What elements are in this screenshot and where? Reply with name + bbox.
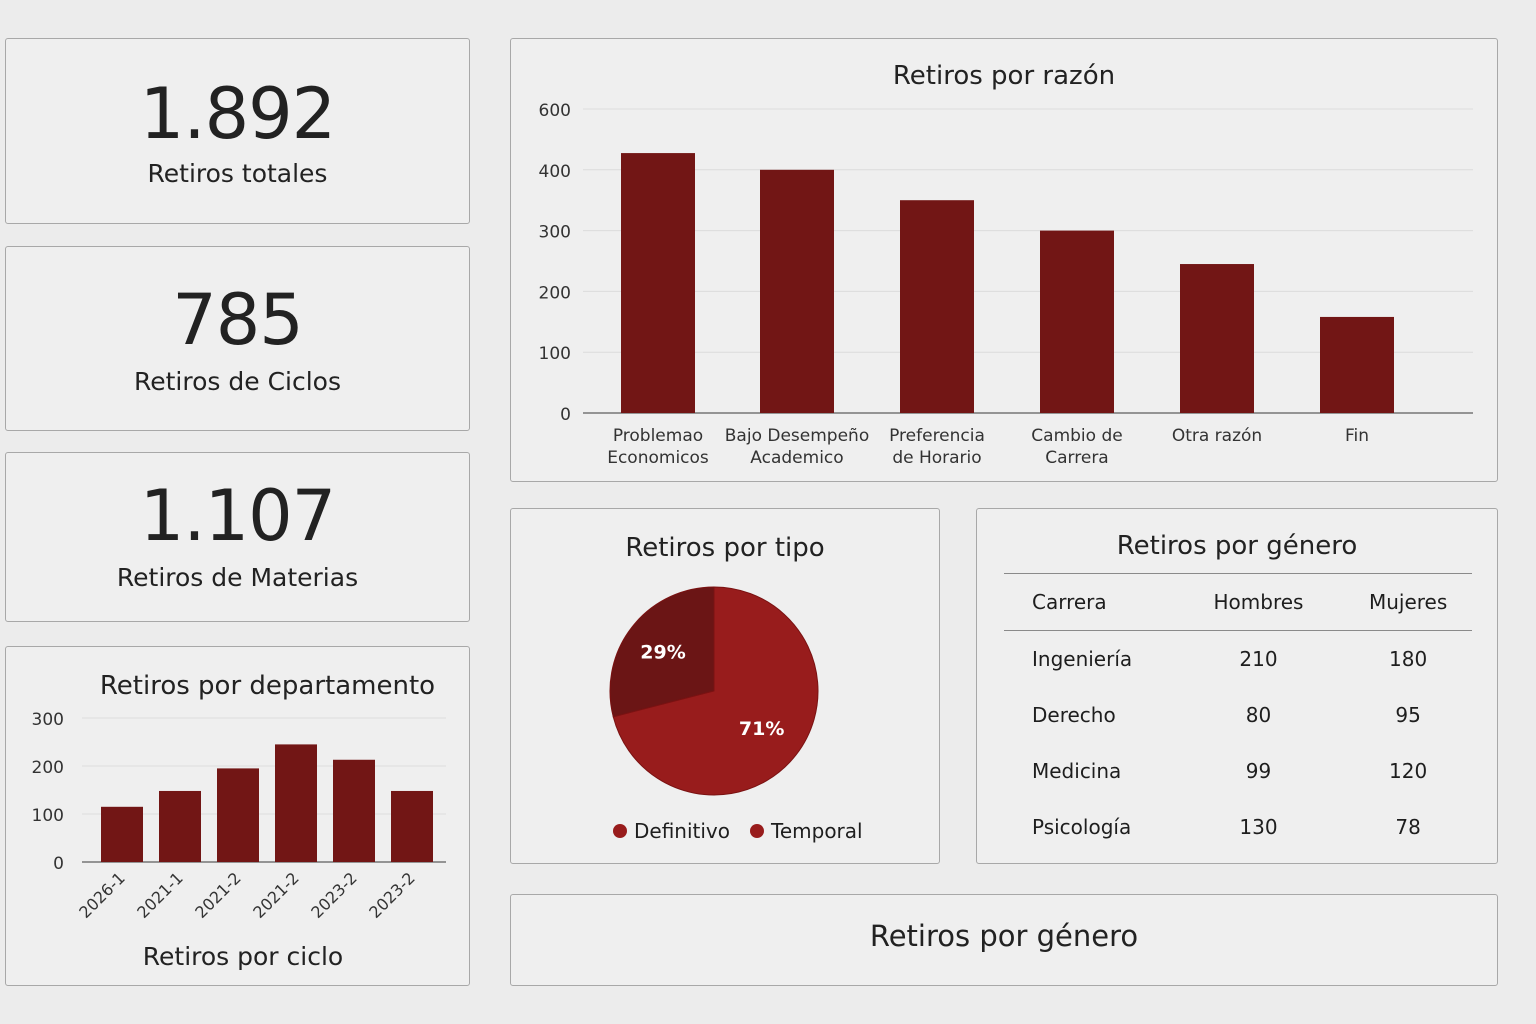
pie-chart-tipo: 29% 71% xyxy=(609,586,819,796)
table-cell: Ingeniería xyxy=(1032,647,1133,671)
bar xyxy=(217,768,259,862)
legend-item-temporal: Temporal xyxy=(750,819,863,843)
y-tick-label: 200 xyxy=(539,283,571,303)
x-axis-label: Retiros por ciclo xyxy=(143,942,343,971)
table-cell: 78 xyxy=(1395,815,1421,839)
x-tick-label: 2021-2 xyxy=(191,868,245,922)
table-cell: 120 xyxy=(1389,759,1428,783)
pie-slice xyxy=(612,586,819,796)
y-tick-label: 300 xyxy=(32,710,64,730)
bar xyxy=(760,169,834,413)
pie-slice xyxy=(609,586,715,718)
column-header-carrera: Carrera xyxy=(1004,573,1173,631)
bar xyxy=(900,200,974,413)
bar xyxy=(1040,230,1114,413)
kpi-value: 1.107 xyxy=(139,475,336,557)
x-tick-label: Cambio de xyxy=(1031,426,1122,446)
pie-label: 29% xyxy=(640,641,685,663)
x-tick-label: de Horario xyxy=(892,448,981,468)
x-tick-label: Bajo Desempeño xyxy=(725,426,869,446)
x-tick-label: Preferencia xyxy=(889,426,985,446)
x-tick-label: 2026-1 xyxy=(75,868,129,922)
kpi-card-retiros-totales: 1.892 Retiros totales xyxy=(5,38,470,224)
panel-title: Retiros por género xyxy=(869,919,1139,953)
bar xyxy=(159,790,201,862)
y-tick-label: 100 xyxy=(539,344,571,364)
x-tick-label: Economicos xyxy=(607,448,709,468)
y-tick-label: 100 xyxy=(32,806,64,826)
chart-title: Retiros por tipo xyxy=(625,533,825,563)
y-tick-label: 0 xyxy=(560,405,571,425)
bar xyxy=(333,759,375,862)
table-cell: 80 xyxy=(1245,703,1272,727)
x-tick-label: 2021-1 xyxy=(133,868,187,922)
table-row: Derecho 80 95 xyxy=(1004,687,1472,743)
legend-item-definitivo: Definitivo xyxy=(613,819,730,843)
panel-retiros-por-tipo: Retiros por tipo 29% 71% Definitivo Tempo… xyxy=(510,508,940,864)
kpi-value: 785 xyxy=(172,279,304,361)
table-header-row: Carrera Hombres Mujeres xyxy=(1004,573,1472,631)
bar xyxy=(391,790,433,862)
panel-retiros-por-razon: Retiros por razón 0 100 200 300 400 600 Proble… xyxy=(510,38,1498,482)
table-cell: 95 xyxy=(1395,703,1421,727)
x-tick-label: Academico xyxy=(750,448,843,468)
table-row: Medicina 99 120 xyxy=(1004,743,1472,799)
pie-label: 71% xyxy=(739,718,784,740)
table-cell: Medicina xyxy=(1032,759,1122,783)
column-header-hombres: Hombres xyxy=(1172,573,1345,631)
kpi-value: 1.892 xyxy=(139,73,336,155)
bar xyxy=(275,744,317,862)
kpi-card-retiros-ciclos: 785 Retiros de Ciclos xyxy=(5,246,470,431)
chart-title: Retiros por razón xyxy=(892,61,1116,91)
kpi-label: Retiros totales xyxy=(147,159,328,188)
x-tick-label: Fin xyxy=(1345,426,1369,446)
table-cell: 99 xyxy=(1245,759,1272,783)
table-cell: Derecho xyxy=(1032,703,1116,727)
x-tick-label: Problemao xyxy=(613,426,703,446)
table-cell: 130 xyxy=(1239,815,1278,839)
panel-footer: Retiros por género xyxy=(510,894,1498,986)
chart-title: Retiros por departamento xyxy=(99,671,436,701)
y-tick-label: 0 xyxy=(53,854,64,874)
bar xyxy=(621,153,695,413)
y-tick-label: 400 xyxy=(539,162,571,182)
kpi-label: Retiros de Materias xyxy=(116,563,359,592)
bar xyxy=(1320,316,1394,413)
table-cell: 180 xyxy=(1389,647,1428,671)
x-tick-label: 2021-2 xyxy=(249,868,303,922)
bar xyxy=(1180,264,1254,413)
kpi-label: Retiros de Ciclos xyxy=(134,367,341,396)
table-row: Ingeniería 210 180 xyxy=(1004,631,1472,688)
y-tick-label: 300 xyxy=(539,223,571,243)
y-tick-label: 600 xyxy=(539,101,571,121)
y-tick-label: 200 xyxy=(32,758,64,778)
table-row: Psicología 130 78 xyxy=(1004,799,1472,855)
x-tick-label: 2023-2 xyxy=(365,868,419,922)
kpi-card-retiros-materias: 1.107 Retiros de Materias xyxy=(5,452,470,622)
table-title: Retiros por género xyxy=(1116,531,1358,561)
column-header-mujeres: Mujeres xyxy=(1344,573,1472,631)
x-tick-label: Carrera xyxy=(1045,448,1108,468)
legend-swatch xyxy=(750,824,765,838)
x-tick-label: 2023-2 xyxy=(307,868,361,922)
legend-label: Temporal xyxy=(771,819,863,843)
x-tick-label: Otra razón xyxy=(1172,426,1262,446)
panel-retiros-por-genero: Retiros por género Carrera Hombres Mujer… xyxy=(976,508,1498,864)
gender-table: Carrera Hombres Mujeres Ingeniería 210 1… xyxy=(1004,573,1472,855)
bar xyxy=(101,806,143,862)
legend-label: Definitivo xyxy=(634,819,731,843)
panel-retiros-por-departamento: Retiros por departamento 0 100 200 300 2026-… xyxy=(5,646,470,986)
legend-swatch xyxy=(613,824,627,838)
table-cell: 210 xyxy=(1239,647,1278,671)
table-cell: Psicología xyxy=(1032,815,1132,839)
pie-legend: Definitivo Temporal xyxy=(613,819,863,843)
